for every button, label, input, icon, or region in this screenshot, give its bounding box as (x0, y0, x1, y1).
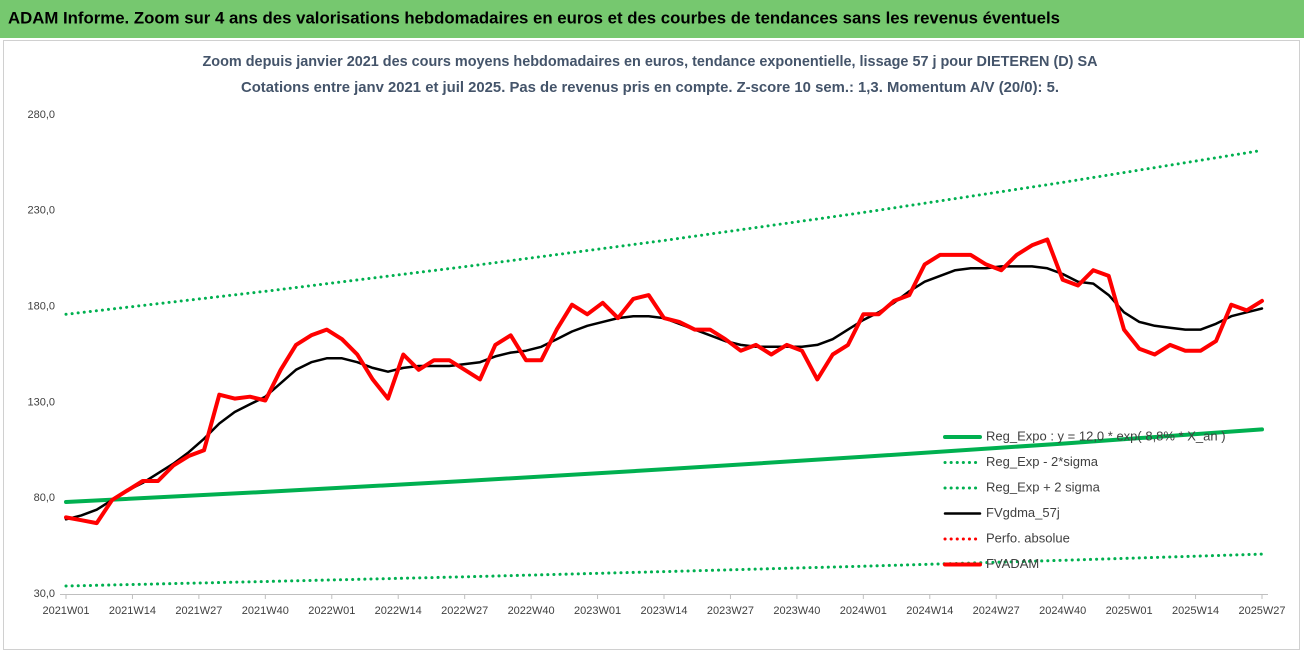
x-tick-label: 2022W40 (508, 605, 555, 617)
x-tick-label: 2025W27 (1238, 605, 1285, 617)
chart-subtitle: Cotations entre janv 2021 et juil 2025. … (241, 79, 1059, 96)
x-tick-label: 2025W01 (1106, 605, 1153, 617)
x-tick-label: 2022W14 (375, 605, 422, 617)
y-tick-label: 130,0 (27, 396, 55, 408)
x-tick-label: 2023W27 (707, 605, 754, 617)
x-tick-label: 2024W40 (1039, 605, 1086, 617)
series-line (64, 237, 1264, 526)
legend-label: Reg_Exp - 2*sigma (986, 454, 1099, 469)
x-tick-label: 2021W40 (242, 605, 289, 617)
x-tick-label: 2021W14 (109, 605, 156, 617)
legend-label: Perfo. absolue (986, 530, 1070, 545)
legend-label: FVgdma_57j (986, 505, 1060, 520)
x-tick-label: 2023W40 (773, 605, 820, 617)
chart-frame (3, 40, 1300, 650)
y-tick-label: 280,0 (27, 109, 55, 121)
legend-label: Reg_Exp + 2 sigma (986, 479, 1101, 494)
series-line (64, 552, 1264, 588)
x-tick-label: 2022W01 (308, 605, 355, 617)
y-tick-label: 230,0 (27, 205, 55, 217)
x-tick-label: 2022W27 (441, 605, 488, 617)
y-tick-label: 30,0 (34, 588, 55, 600)
series-line (64, 148, 1264, 316)
legend-label: Reg_Expo : y = 12,0 * exp( 8,8% * X_an ) (986, 428, 1226, 443)
x-tick-label: 2021W01 (42, 605, 89, 617)
x-tick-label: 2021W27 (175, 605, 222, 617)
series-line (64, 427, 1264, 504)
x-tick-label: 2025W14 (1172, 605, 1219, 617)
x-tick-label: 2023W14 (640, 605, 687, 617)
legend-label: FVADAM (986, 556, 1039, 571)
x-tick-label: 2024W01 (840, 605, 887, 617)
x-tick-label: 2023W01 (574, 605, 621, 617)
y-tick-label: 80,0 (34, 492, 55, 504)
chart-subtitle: Zoom depuis janvier 2021 des cours moyen… (203, 53, 1098, 70)
chart-title: ADAM Informe. Zoom sur 4 ans des valoris… (8, 8, 1060, 27)
title-banner (0, 0, 1304, 38)
x-tick-label: 2024W27 (973, 605, 1020, 617)
y-tick-label: 180,0 (27, 301, 55, 313)
x-tick-label: 2024W14 (906, 605, 953, 617)
